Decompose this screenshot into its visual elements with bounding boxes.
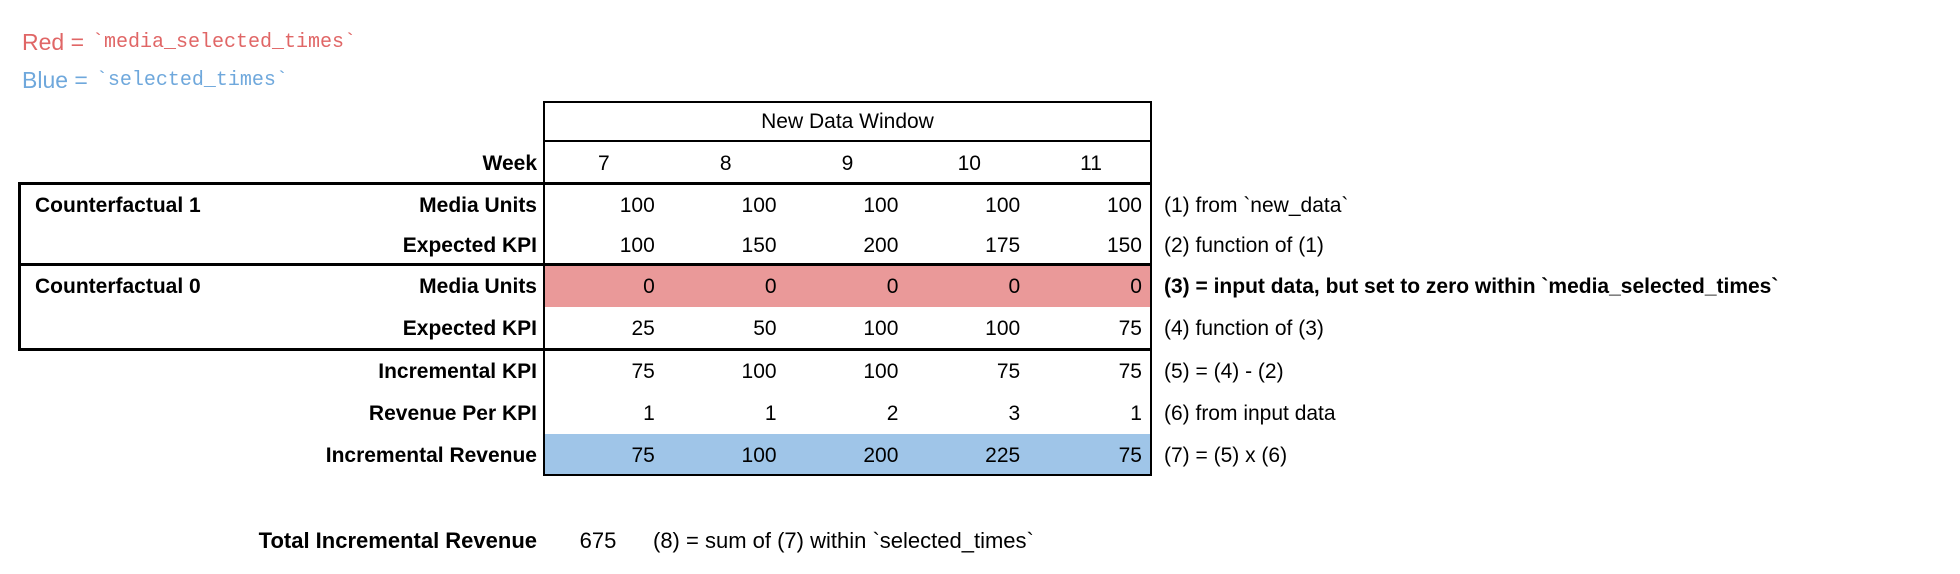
selected-times-highlight (545, 434, 1150, 474)
table-cell: 100 (985, 193, 1021, 217)
row-label: Media Units (419, 193, 537, 217)
table-cell: 100 (619, 233, 655, 257)
window-header-divider (543, 140, 1152, 142)
table-cell: 100 (863, 193, 899, 217)
legend-blue-line: Blue = `selected_times` (22, 61, 356, 99)
legend-red-code: `media_selected_times` (92, 30, 357, 54)
total-incremental-revenue-label: Total Incremental Revenue (258, 528, 537, 553)
row-label: Incremental Revenue (325, 443, 537, 467)
new-data-window-header: New Data Window (761, 110, 934, 133)
row-label: Media Units (419, 274, 537, 298)
table-cell: 175 (985, 233, 1021, 257)
table-cell-red: 0 (643, 274, 655, 298)
table-cell: 100 (1106, 193, 1142, 217)
table-cell: 25 (631, 317, 655, 340)
data-table-frame (543, 101, 1152, 476)
counterfactual-box-divider (18, 263, 1152, 266)
table-cell: 100 (985, 317, 1021, 340)
table-cell: 1 (1130, 401, 1142, 425)
counterfactual0-box-bottom-border (18, 348, 1152, 351)
table-cell-blue: 75 (1118, 443, 1142, 467)
annotation-7: (7) = (5) x (6) (1163, 443, 1288, 467)
table-cell: 50 (753, 317, 777, 340)
table-cell-blue: 200 (863, 443, 899, 467)
legend-blue-code: `selected_times` (95, 68, 288, 92)
annotation-8: (8) = sum of (7) within `selected_times` (653, 528, 1034, 553)
legend-blue-label: Blue = (22, 66, 88, 93)
table-cell: 1 (764, 401, 777, 425)
counterfactual-box-left-border (18, 182, 21, 351)
table-cell: 2 (886, 401, 899, 425)
table-cell: 100 (863, 317, 899, 340)
legend-red-line: Red = `media_selected_times` (22, 23, 356, 61)
table-cell: 100 (863, 359, 899, 383)
table-cell-red: 0 (886, 274, 899, 298)
week-header: 10 (957, 152, 981, 175)
counterfactual0-label: Counterfactual 0 (35, 274, 201, 298)
table-cell: 75 (996, 359, 1021, 383)
table-cell: 200 (863, 233, 899, 257)
total-row: Total Incremental Revenue 675 (8) = sum … (0, 522, 1960, 560)
table-cell: 150 (741, 233, 777, 257)
annotation-2: (2) function of (1) (1163, 233, 1324, 257)
annotation-3: (3) = input data, but set to zero within… (1163, 274, 1779, 298)
annotation-5: (5) = (4) - (2) (1163, 359, 1284, 383)
week-header: 7 (598, 152, 610, 175)
legend-red-label: Red = (22, 28, 85, 55)
table-cell: 75 (1118, 359, 1142, 383)
row-label: Revenue Per KPI (368, 401, 537, 425)
legend: Red = `media_selected_times` Blue = `sel… (22, 23, 356, 99)
table-cell: 100 (619, 193, 655, 217)
annotation-4: (4) function of (3) (1163, 317, 1324, 340)
row-label: Expected KPI (402, 317, 537, 340)
table-cell: 150 (1106, 233, 1142, 257)
table-cell-blue: 225 (985, 443, 1021, 467)
table-cell-red: 0 (764, 274, 777, 298)
annotation-1: (1) from `new_data` (1163, 193, 1349, 217)
table-cell: 3 (1008, 401, 1021, 425)
week-header: 11 (1080, 152, 1102, 175)
table-cell-blue: 75 (631, 443, 655, 467)
week-header: 9 (841, 152, 854, 175)
row-label: Expected KPI (402, 233, 537, 257)
week-header: 8 (719, 152, 732, 175)
table-cell: 100 (741, 359, 777, 383)
annotation-6: (6) from input data (1163, 401, 1336, 425)
table-cell: 75 (631, 359, 655, 383)
table-cell-blue: 100 (741, 443, 777, 467)
table-cell-red: 0 (1130, 274, 1142, 298)
table-cell: 75 (1118, 317, 1142, 340)
table-cell-red: 0 (1008, 274, 1021, 298)
row-label: Incremental KPI (378, 359, 537, 383)
week-row-label: Week (482, 152, 537, 175)
counterfactual1-box-top-border (18, 182, 1152, 185)
total-incremental-revenue-value: 675 (579, 528, 617, 553)
counterfactual1-label: Counterfactual 1 (35, 193, 201, 217)
calculation-table: New Data Window Week 7 8 9 10 11 Counter… (18, 101, 1950, 476)
table-cell: 1 (643, 401, 655, 425)
table-cell: 100 (741, 193, 777, 217)
media-selected-times-highlight (545, 265, 1150, 307)
